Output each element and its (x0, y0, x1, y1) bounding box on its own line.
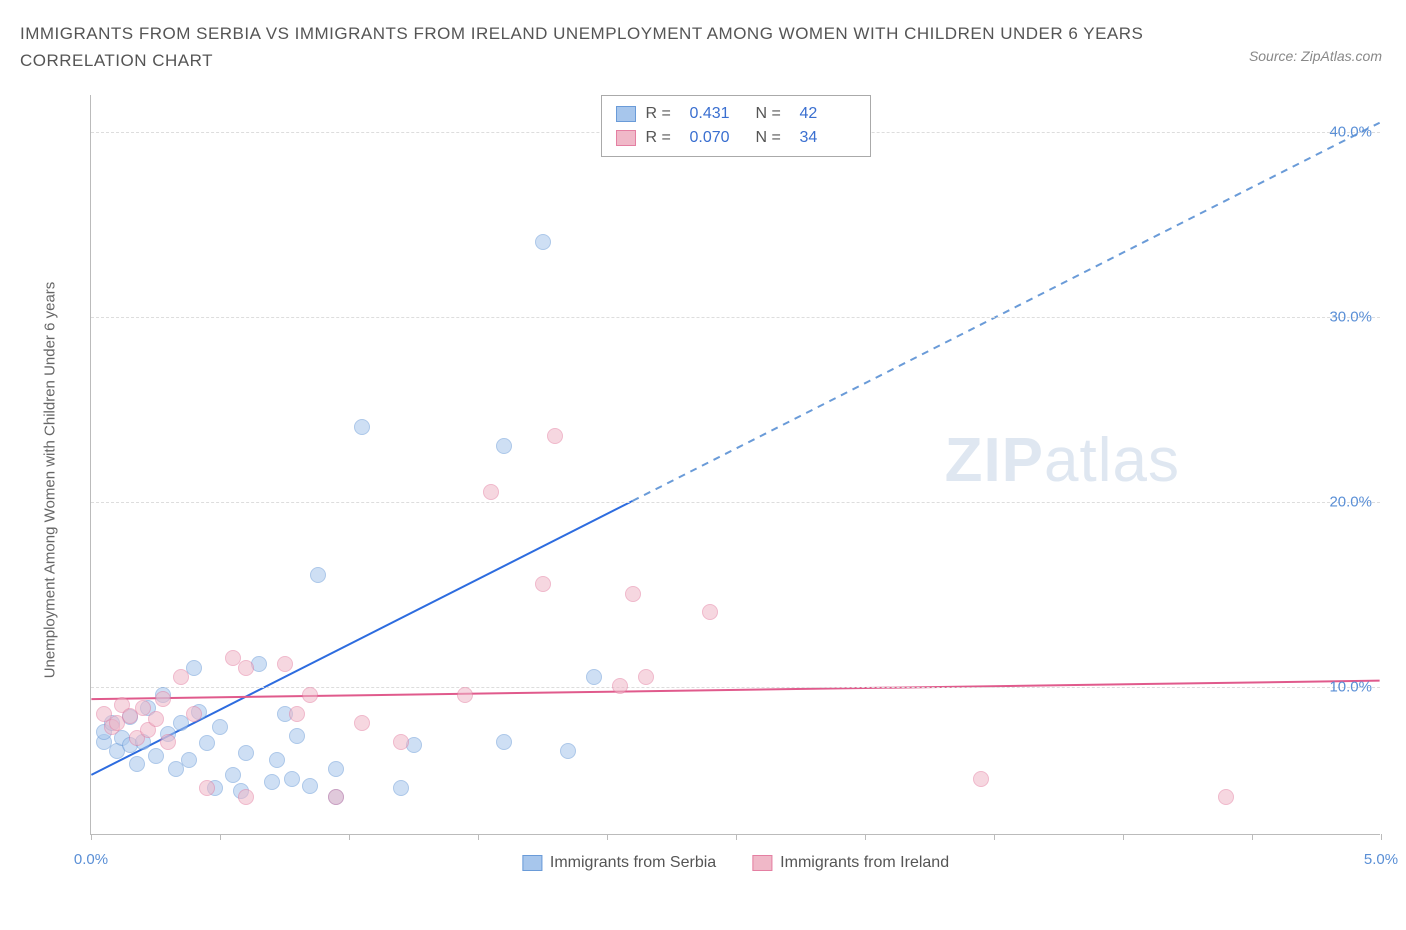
watermark: ZIPatlas (945, 425, 1180, 496)
legend-item-ireland: Immigrants from Ireland (752, 854, 949, 872)
chart-title-block: IMMIGRANTS FROM SERBIA VS IMMIGRANTS FRO… (0, 0, 1406, 74)
data-point (586, 669, 602, 685)
data-point (535, 576, 551, 592)
trend-lines (91, 95, 1380, 834)
gridline (91, 502, 1380, 503)
swatch-serbia (522, 855, 542, 871)
data-point (702, 604, 718, 620)
y-tick-label: 20.0% (1329, 494, 1372, 511)
data-point (625, 586, 641, 602)
data-point (225, 767, 241, 783)
x-tick-label: 0.0% (74, 851, 108, 868)
legend-label-serbia: Immigrants from Serbia (550, 854, 716, 872)
n-value-serbia: 42 (800, 102, 856, 126)
data-point (302, 687, 318, 703)
data-point (496, 734, 512, 750)
data-point (269, 752, 285, 768)
data-point (129, 756, 145, 772)
watermark-light: atlas (1044, 426, 1180, 495)
data-point (264, 774, 280, 790)
legend-row-serbia: R = 0.431 N = 42 (616, 102, 856, 126)
data-point (212, 719, 228, 735)
x-tick (478, 834, 479, 840)
data-point (612, 678, 628, 694)
correlation-chart: Unemployment Among Women with Children U… (60, 95, 1380, 865)
data-point (173, 669, 189, 685)
legend-label-ireland: Immigrants from Ireland (780, 854, 949, 872)
x-tick (607, 834, 608, 840)
series-legend: Immigrants from Serbia Immigrants from I… (522, 854, 949, 872)
data-point (496, 438, 512, 454)
data-point (393, 780, 409, 796)
data-point (277, 656, 293, 672)
data-point (328, 761, 344, 777)
x-tick (865, 834, 866, 840)
data-point (483, 484, 499, 500)
data-point (284, 771, 300, 787)
gridline (91, 317, 1380, 318)
y-tick-label: 40.0% (1329, 124, 1372, 141)
data-point (160, 734, 176, 750)
y-tick-label: 10.0% (1329, 679, 1372, 696)
data-point (560, 743, 576, 759)
data-point (238, 660, 254, 676)
r-label: R = (646, 102, 680, 126)
x-tick (1381, 834, 1382, 840)
data-point (393, 734, 409, 750)
watermark-bold: ZIP (945, 426, 1044, 495)
data-point (354, 715, 370, 731)
correlation-legend: R = 0.431 N = 42 R = 0.070 N = 34 (601, 95, 871, 157)
data-point (238, 789, 254, 805)
x-tick (736, 834, 737, 840)
data-point (186, 706, 202, 722)
data-point (1218, 789, 1234, 805)
data-point (199, 735, 215, 751)
legend-row-ireland: R = 0.070 N = 34 (616, 126, 856, 150)
data-point (547, 428, 563, 444)
x-tick (994, 834, 995, 840)
n-value-ireland: 34 (800, 126, 856, 150)
data-point (238, 745, 254, 761)
swatch-ireland (616, 130, 636, 146)
source-attribution: Source: ZipAtlas.com (1249, 48, 1382, 64)
title-line-2: CORRELATION CHART (20, 47, 1386, 74)
r-label: R = (646, 126, 680, 150)
gridline (91, 687, 1380, 688)
data-point (973, 771, 989, 787)
x-tick-label: 5.0% (1364, 851, 1398, 868)
data-point (289, 728, 305, 744)
data-point (328, 789, 344, 805)
n-label: N = (756, 126, 790, 150)
data-point (148, 748, 164, 764)
data-point (302, 778, 318, 794)
data-point (155, 691, 171, 707)
data-point (181, 752, 197, 768)
data-point (535, 234, 551, 250)
data-point (638, 669, 654, 685)
title-line-1: IMMIGRANTS FROM SERBIA VS IMMIGRANTS FRO… (20, 20, 1386, 47)
swatch-serbia (616, 106, 636, 122)
data-point (148, 711, 164, 727)
legend-item-serbia: Immigrants from Serbia (522, 854, 716, 872)
r-value-serbia: 0.431 (690, 102, 746, 126)
y-tick-label: 30.0% (1329, 309, 1372, 326)
plot-area: ZIPatlas R = 0.431 N = 42 R = 0.070 N = … (90, 95, 1380, 835)
x-tick (1252, 834, 1253, 840)
data-point (199, 780, 215, 796)
y-axis-label: Unemployment Among Women with Children U… (42, 282, 59, 679)
n-label: N = (756, 102, 790, 126)
x-tick (91, 834, 92, 840)
x-tick (220, 834, 221, 840)
x-tick (1123, 834, 1124, 840)
data-point (354, 419, 370, 435)
data-point (310, 567, 326, 583)
r-value-ireland: 0.070 (690, 126, 746, 150)
x-tick (349, 834, 350, 840)
swatch-ireland (752, 855, 772, 871)
data-point (457, 687, 473, 703)
data-point (289, 706, 305, 722)
